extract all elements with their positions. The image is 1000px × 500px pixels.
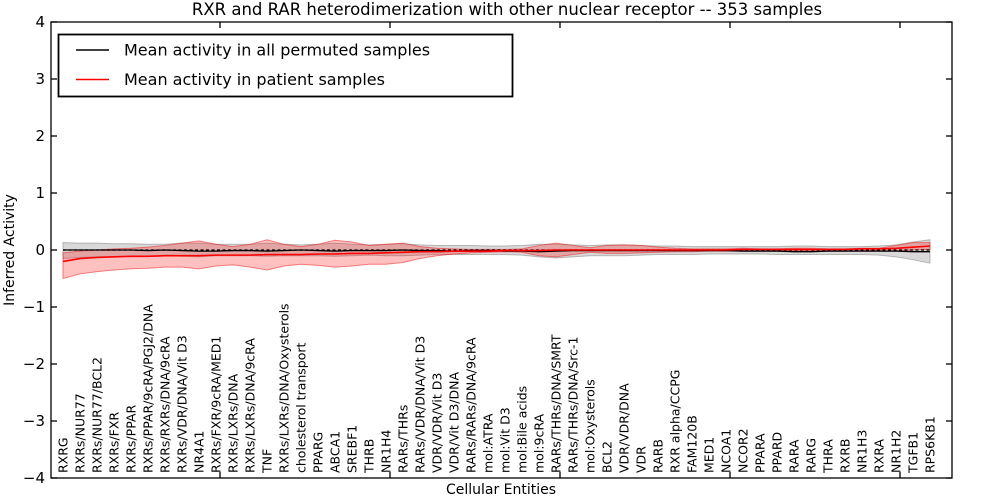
x-category-label: RARB	[651, 439, 666, 473]
x-category-label: RPS6KB1	[923, 416, 938, 473]
x-category-label: RXRs/FXR/9cRA/MED1	[209, 336, 224, 473]
x-category-label: PPARG	[311, 432, 326, 473]
x-category-label: RARA	[787, 439, 802, 473]
y-tick-label: 1	[35, 184, 45, 202]
x-category-label: VDR/VDR/Vit D3	[430, 373, 445, 473]
x-category-label: RARG	[804, 438, 819, 473]
chart-title: RXR and RAR heterodimerization with othe…	[192, 0, 822, 19]
x-category-label: SREBF1	[345, 425, 360, 473]
y-tick-label: 3	[35, 70, 45, 88]
x-category-label: RARs/THRs/DNA/SMRT	[549, 334, 564, 473]
x-category-label: RXRs/RXRs/DNA/9cRA	[158, 336, 173, 473]
y-tick-label: 0	[35, 241, 45, 259]
x-category-label: cholesterol transport	[294, 342, 309, 473]
y-tick-label: 2	[35, 127, 45, 145]
x-category-label: mol:Oxysterols	[583, 379, 598, 473]
x-category-label: RXR alpha/CCPG	[668, 370, 683, 473]
y-axis-title: Inferred Activity	[2, 194, 18, 306]
x-category-label: RXRs/LXRs/DNA/9cRA	[243, 338, 258, 473]
x-category-label: RARs/THRs/DNA/Src-1	[566, 337, 581, 473]
x-category-label: mol:Bile acids	[515, 386, 530, 473]
x-category-label: TNF	[260, 449, 275, 474]
legend-label-permuted: Mean activity in all permuted samples	[124, 41, 430, 60]
y-tick-label: −3	[23, 412, 45, 430]
x-category-label: NR4A1	[192, 431, 207, 474]
line-patient-mean	[62, 245, 931, 263]
x-category-label: mol:Vit D3	[498, 407, 513, 473]
x-category-label: ABCA1	[328, 431, 343, 473]
x-category-label: TGFB1	[906, 432, 921, 474]
x-category-label: RARs/RARs/DNA/9cRA	[464, 337, 479, 473]
x-category-label: NR1H2	[889, 430, 904, 473]
x-category-label: RXRA	[872, 439, 887, 473]
x-category-label: RARs/VDR/DNA/Vit D3	[413, 336, 428, 473]
x-category-label: RXRs/NUR77	[73, 393, 88, 473]
x-category-label: VDR/Vit D3/DNA	[447, 372, 462, 473]
x-category-label: PPARD	[770, 432, 785, 473]
x-category-label: NR1H4	[379, 430, 394, 473]
x-category-label: NR1H3	[855, 430, 870, 473]
x-category-label: mol:9cRA	[532, 413, 547, 473]
x-category-label: VDR/VDR/DNA	[617, 383, 632, 473]
x-category-label: RXRs/LXRs/DNA	[226, 373, 241, 473]
legend-label-patient: Mean activity in patient samples	[124, 70, 385, 89]
y-tick-label: 4	[35, 13, 45, 31]
x-category-label: RXRs/LXRs/DNA/Oxysterols	[277, 303, 292, 473]
x-category-label: RXRs/VDR/DNA/Vit D3	[175, 335, 190, 473]
x-category-label: THRB	[362, 439, 377, 474]
x-category-label: RXRs/FXR	[107, 412, 122, 473]
legend: Mean activity in all permuted samples Me…	[57, 33, 514, 98]
x-category-label: RXRs/NUR77/BCL2	[90, 357, 105, 473]
x-category-label: NCOR2	[736, 428, 751, 473]
x-category-label: RXRs/PPAR/9cRA/PGJ2/DNA	[141, 304, 156, 473]
x-category-label: PPARA	[753, 433, 768, 473]
x-category-label: RARs/THRs	[396, 405, 411, 473]
x-category-label: RXRG	[56, 437, 71, 473]
x-category-label: THRA	[821, 439, 836, 474]
x-axis-title: Cellular Entities	[446, 482, 556, 498]
x-category-label: MED1	[702, 437, 717, 473]
x-category-label: BCL2	[600, 441, 615, 473]
y-tick-label: −2	[23, 355, 45, 373]
x-category-label: RXRs/PPAR	[124, 405, 139, 473]
y-tick-label: −4	[23, 469, 45, 487]
y-tick-label: −1	[23, 298, 45, 316]
x-category-label: NCOA1	[719, 429, 734, 473]
x-category-label: RXRB	[838, 438, 853, 473]
legend-box	[57, 33, 514, 98]
x-category-label: FAM120B	[685, 415, 700, 473]
x-category-label: mol:ATRA	[481, 413, 496, 473]
plot-area: −4 −3 −2 −1 0 1 2 3 4 RXRG RXRs/NUR77 RXRs/NUR77/BC…	[23, 13, 953, 487]
x-category-label: VDR	[634, 446, 649, 473]
